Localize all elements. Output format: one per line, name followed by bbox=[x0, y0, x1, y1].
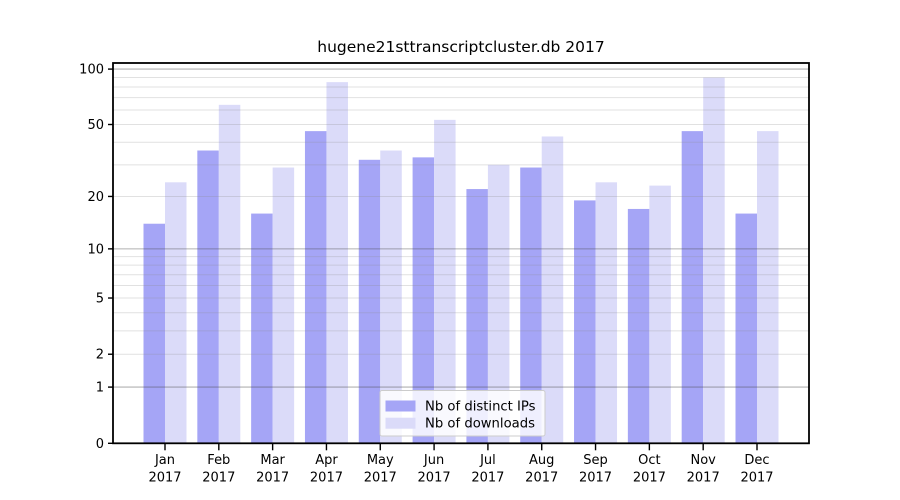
x-tick-label-jun: Jun bbox=[423, 453, 444, 468]
y-tick-label-2: 2 bbox=[96, 348, 104, 363]
y-tick-label-50: 50 bbox=[87, 118, 104, 133]
y-tick-label-100: 100 bbox=[79, 63, 104, 78]
bar-distinct-ips-sep bbox=[574, 200, 596, 444]
legend-label-nb-of-distinct-ips: Nb of distinct IPs bbox=[425, 400, 536, 415]
x-tick-label-oct: Oct bbox=[638, 453, 660, 468]
bar-downloads-dec bbox=[757, 131, 779, 444]
grid-layer bbox=[113, 68, 809, 388]
x-tick-label-apr: Apr bbox=[315, 453, 338, 468]
x-tick-year-jan: 2017 bbox=[148, 471, 181, 486]
bar-downloads-jan bbox=[165, 182, 187, 444]
chart-title: hugene21sttranscriptcluster.db 2017 bbox=[317, 38, 605, 56]
bar-distinct-ips-oct bbox=[627, 208, 650, 444]
bar-downloads-jun bbox=[434, 119, 456, 444]
x-tick-label-jul: Jul bbox=[479, 453, 496, 468]
x-tick-year-feb: 2017 bbox=[202, 471, 235, 486]
x-tick-year-nov: 2017 bbox=[687, 471, 720, 486]
x-tick-label-dec: Dec bbox=[744, 453, 769, 468]
bar-distinct-ips-nov bbox=[681, 131, 704, 444]
y-tick-label-10: 10 bbox=[87, 242, 104, 257]
bars-layer bbox=[143, 77, 779, 444]
bar-distinct-ips-jun bbox=[412, 157, 435, 444]
x-tick-year-jul: 2017 bbox=[471, 471, 504, 486]
y-tick-label-0: 0 bbox=[96, 437, 104, 452]
x-tick-year-sep: 2017 bbox=[579, 471, 612, 486]
bar-downloads-nov bbox=[703, 77, 725, 444]
axes-layer: 0 1 2 5 10 20 50 100 Jan 2017 Feb 2017 Mar 2017 Apr 201… bbox=[79, 62, 810, 486]
bar-distinct-ips-apr bbox=[304, 131, 327, 444]
x-tick-year-may: 2017 bbox=[364, 471, 397, 486]
bar-distinct-ips-feb bbox=[197, 150, 219, 444]
bar-distinct-ips-mar bbox=[251, 213, 273, 444]
bar-downloads-jul bbox=[487, 164, 510, 444]
legend-swatch-nb-of-downloads bbox=[385, 417, 416, 429]
x-tick-label-may: May bbox=[367, 453, 394, 468]
x-tick-year-aug: 2017 bbox=[525, 471, 558, 486]
y-tick-label-20: 20 bbox=[87, 190, 104, 205]
bar-distinct-ips-may bbox=[358, 159, 381, 444]
x-tick-label-aug: Aug bbox=[529, 453, 554, 468]
legend-box bbox=[379, 390, 546, 437]
legend-swatch-nb-of-distinct-ips bbox=[385, 400, 416, 412]
bar-downloads-may bbox=[380, 150, 402, 444]
legend-label-nb-of-downloads: Nb of downloads bbox=[425, 417, 535, 432]
bar-downloads-mar bbox=[272, 167, 295, 444]
bar-downloads-sep bbox=[595, 182, 618, 444]
plot-border bbox=[112, 62, 810, 445]
x-tick-label-mar: Mar bbox=[260, 453, 285, 468]
x-tick-label-nov: Nov bbox=[690, 453, 716, 468]
x-tick-year-oct: 2017 bbox=[633, 471, 666, 486]
legend: Nb of distinct IPs Nb of downloads bbox=[379, 390, 546, 437]
bar-downloads-aug bbox=[541, 136, 564, 444]
bar-distinct-ips-aug bbox=[520, 167, 542, 444]
y-tick-label-5: 5 bbox=[96, 292, 104, 307]
bar-downloads-apr bbox=[326, 82, 348, 444]
x-tick-year-dec: 2017 bbox=[740, 471, 773, 486]
x-tick-year-apr: 2017 bbox=[310, 471, 343, 486]
x-tick-year-jun: 2017 bbox=[418, 471, 451, 486]
x-tick-label-feb: Feb bbox=[207, 453, 230, 468]
bar-distinct-ips-jul bbox=[466, 189, 488, 444]
bar-downloads-oct bbox=[649, 185, 671, 444]
y-tick-label-1: 1 bbox=[96, 381, 104, 396]
bar-downloads-feb bbox=[218, 104, 241, 444]
bar-distinct-ips-dec bbox=[735, 213, 757, 444]
x-tick-label-sep: Sep bbox=[583, 453, 608, 468]
x-tick-year-mar: 2017 bbox=[256, 471, 289, 486]
bar-distinct-ips-jan bbox=[143, 223, 165, 444]
x-tick-label-jan: Jan bbox=[154, 453, 175, 468]
